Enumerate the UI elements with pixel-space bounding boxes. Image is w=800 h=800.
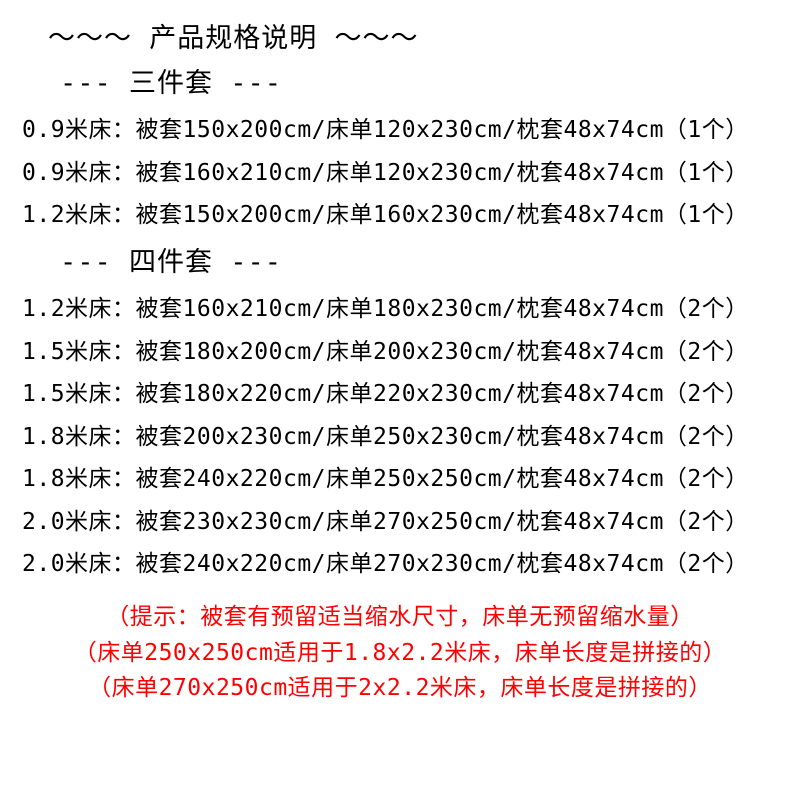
spec-row: 2.0米床：被套230x230cm/床单270x250cm/枕套48x74cm（… — [20, 501, 780, 544]
spec-row: 1.5米床：被套180x200cm/床单200x230cm/枕套48x74cm（… — [20, 331, 780, 374]
section-header-four-piece: --- 四件套 --- — [20, 237, 780, 288]
spec-row: 1.5米床：被套180x220cm/床单220x230cm/枕套48x74cm（… — [20, 373, 780, 416]
notes-block: （提示：被套有预留适当缩水尺寸，床单无预留缩水量） （床单250x250cm适用… — [20, 600, 780, 707]
note-row: （床单250x250cm适用于1.8x2.2米床，床单长度是拼接的） — [20, 636, 780, 672]
note-row: （提示：被套有预留适当缩水尺寸，床单无预留缩水量） — [20, 600, 780, 636]
spec-row: 1.2米床：被套150x200cm/床单160x230cm/枕套48x74cm（… — [20, 194, 780, 237]
spec-row: 0.9米床：被套160x210cm/床单120x230cm/枕套48x74cm（… — [20, 152, 780, 195]
spec-row: 1.8米床：被套200x230cm/床单250x230cm/枕套48x74cm（… — [20, 416, 780, 459]
note-row: （床单270x250cm适用于2x2.2米床，床单长度是拼接的） — [20, 671, 780, 707]
spec-row: 0.9米床：被套150x200cm/床单120x230cm/枕套48x74cm（… — [20, 109, 780, 152]
document-title: ～～～ 产品规格说明 ～～～ — [20, 20, 780, 58]
spec-row: 2.0米床：被套240x220cm/床单270x230cm/枕套48x74cm（… — [20, 543, 780, 586]
spec-document: ～～～ 产品规格说明 ～～～ --- 三件套 --- 0.9米床：被套150x2… — [0, 0, 800, 717]
spec-row: 1.8米床：被套240x220cm/床单250x250cm/枕套48x74cm（… — [20, 458, 780, 501]
section-header-three-piece: --- 三件套 --- — [20, 58, 780, 109]
spec-row: 1.2米床：被套160x210cm/床单180x230cm/枕套48x74cm（… — [20, 288, 780, 331]
